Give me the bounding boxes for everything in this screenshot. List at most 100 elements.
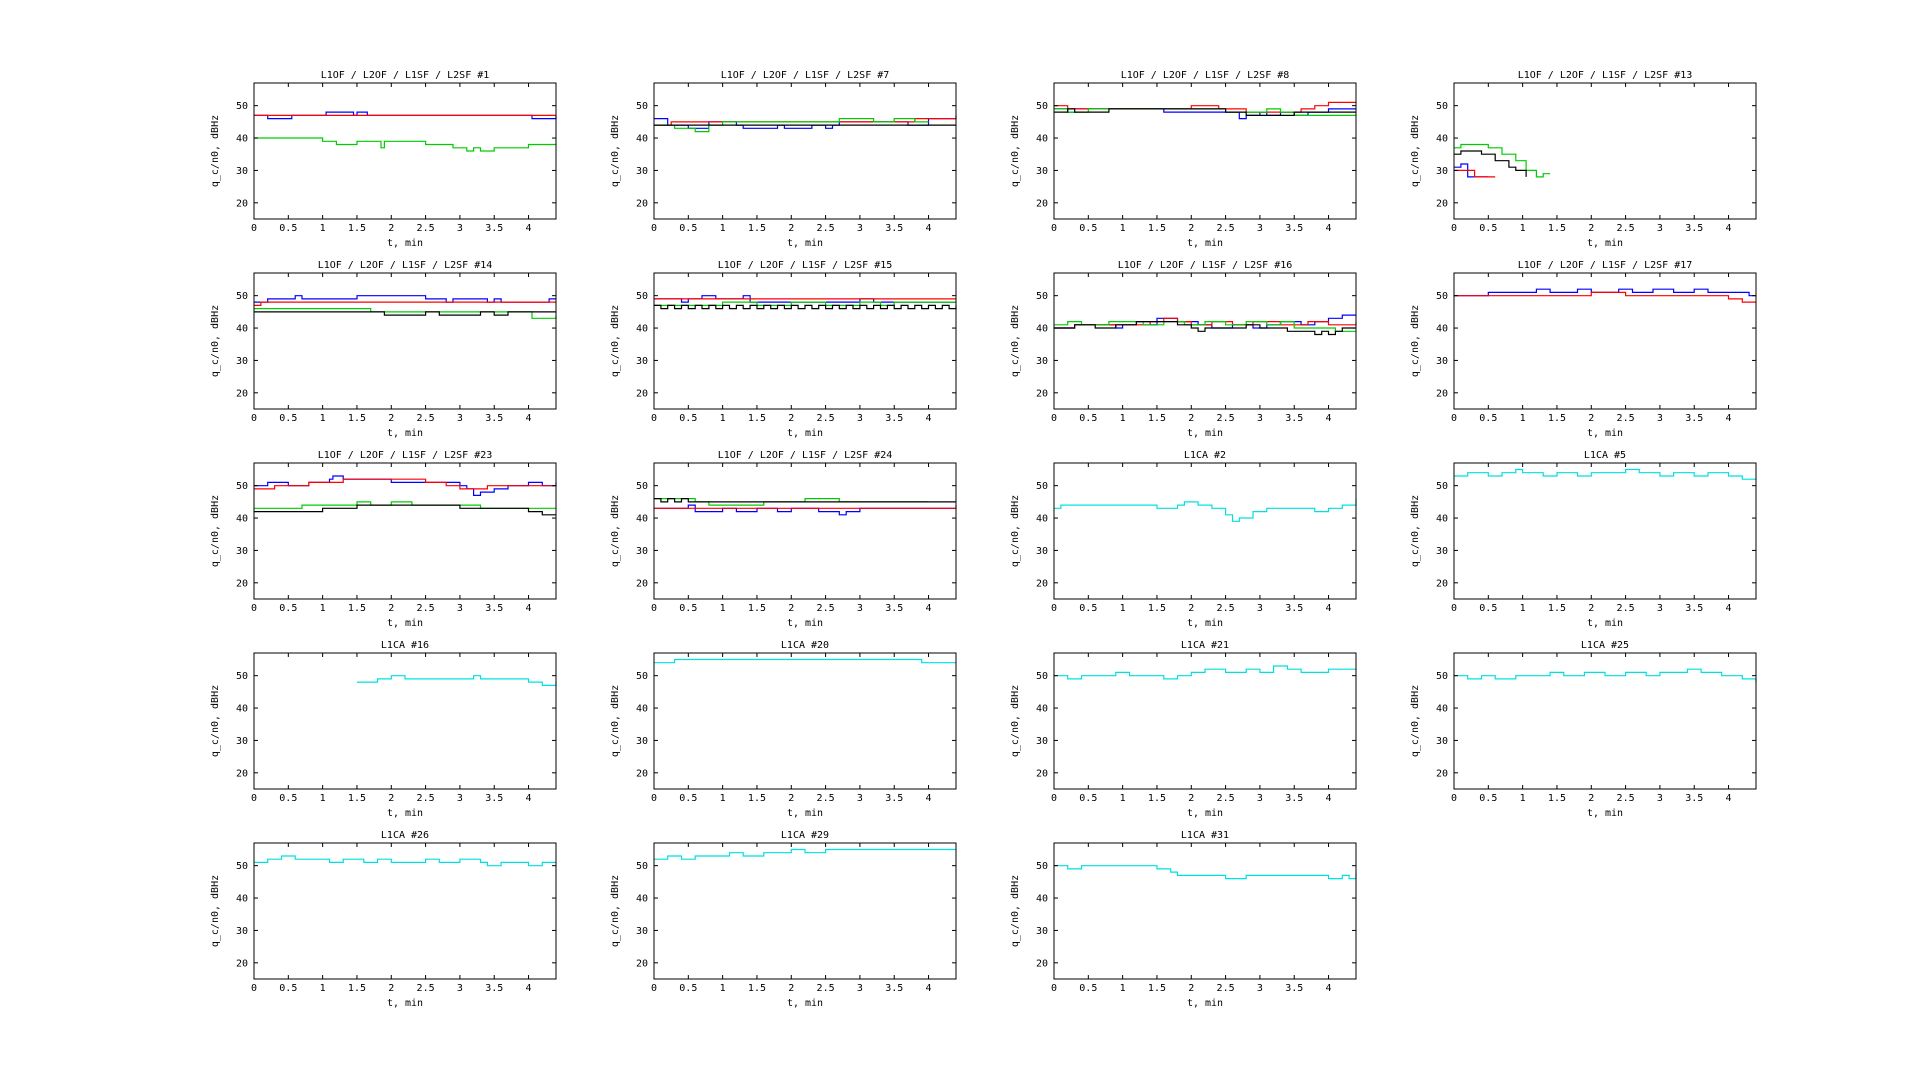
- x-tick-label: 1: [720, 413, 726, 424]
- x-tick-label: 2.5: [817, 603, 835, 614]
- subplot: 0 0.5 1 1.5 2 2.5 3 3.5 4 20 30 40 50 L1CA #29 t, min q…: [610, 830, 957, 1009]
- y-tick-label: 30: [1436, 356, 1448, 367]
- series-line-red: [1454, 169, 1496, 178]
- subplot: 0 0.5 1 1.5 2 2.5 3 3.5 4 20 30 40 50 L1OF / L2OF / L…: [1410, 70, 1757, 249]
- y-tick-label: 50: [636, 101, 648, 112]
- y-axis-label: q_c/n0, dBHz: [210, 875, 221, 947]
- chart-title: L1CA #31: [1181, 830, 1229, 841]
- x-tick-label: 2: [388, 983, 394, 994]
- x-tick-label: 0: [651, 983, 657, 994]
- y-axis-label: q_c/n0, dBHz: [1010, 305, 1021, 377]
- x-axis-label: t, min: [1587, 238, 1623, 249]
- x-tick-label: 3.5: [1285, 223, 1303, 234]
- x-tick-label: 0: [251, 223, 257, 234]
- y-axis-label: q_c/n0, dBHz: [1410, 495, 1421, 567]
- x-tick-label: 0: [1451, 413, 1457, 424]
- chart-title: L1OF / L2OF / L1SF / L2SF #23: [318, 450, 493, 461]
- y-tick-label: 20: [1036, 198, 1048, 209]
- chart-title: L1OF / L2OF / L1SF / L2SF #24: [718, 450, 893, 461]
- x-tick-label: 0.5: [279, 413, 297, 424]
- x-axis-label: t, min: [1187, 238, 1223, 249]
- series-line-cyan: [1054, 498, 1357, 522]
- y-tick-label: 40: [236, 134, 248, 145]
- y-tick-label: 30: [236, 736, 248, 747]
- y-tick-label: 30: [236, 546, 248, 557]
- x-tick-label: 3.5: [885, 603, 903, 614]
- x-tick-label: 1: [320, 603, 326, 614]
- x-tick-label: 2.5: [417, 223, 435, 234]
- series-line-red: [1054, 101, 1356, 113]
- series-line-black: [654, 304, 957, 310]
- chart-title: L1CA #20: [781, 640, 829, 651]
- x-tick-label: 3.5: [1285, 413, 1303, 424]
- y-tick-label: 40: [636, 894, 648, 905]
- x-tick-label: 1: [320, 223, 326, 234]
- plot-frame: [1053, 842, 1357, 980]
- x-tick-label: 4: [526, 223, 532, 234]
- x-tick-label: 1.5: [1548, 793, 1566, 804]
- x-tick-label: 4: [526, 983, 532, 994]
- chart-title: L1OF / L2OF / L1SF / L2SF #13: [1518, 70, 1693, 81]
- x-tick-label: 3.5: [485, 413, 503, 424]
- x-tick-label: 0.5: [679, 413, 697, 424]
- y-axis-label: q_c/n0, dBHz: [610, 305, 621, 377]
- y-tick-label: 50: [236, 861, 248, 872]
- x-tick-label: 2.5: [1217, 603, 1235, 614]
- plot-frame: [253, 272, 557, 410]
- y-tick-label: 50: [236, 671, 248, 682]
- y-tick-label: 20: [636, 388, 648, 399]
- x-tick-label: 1.5: [1548, 603, 1566, 614]
- series-line-black: [654, 498, 956, 503]
- x-tick-label: 3.5: [485, 793, 503, 804]
- y-tick-label: 40: [636, 704, 648, 715]
- series-line-red: [654, 505, 957, 509]
- y-axis-label: q_c/n0, dBHz: [610, 115, 621, 187]
- x-tick-label: 4: [1726, 603, 1732, 614]
- y-tick-label: 50: [1036, 861, 1048, 872]
- y-tick-label: 40: [236, 894, 248, 905]
- x-tick-label: 1.5: [748, 983, 766, 994]
- chart-title: L1OF / L2OF / L1SF / L2SF #17: [1518, 260, 1693, 271]
- y-tick-label: 30: [1036, 166, 1048, 177]
- x-tick-label: 2: [1188, 793, 1194, 804]
- subplot: 0 0.5 1 1.5 2 2.5 3 3.5 4 20 30 40 50 L1OF / L2OF / L…: [210, 260, 557, 439]
- x-tick-label: 0: [1051, 603, 1057, 614]
- y-tick-label: 50: [1036, 481, 1048, 492]
- subplot: 0 0.5 1 1.5 2 2.5 3 3.5 4 20 30 40 50 L1CA #20 t, min q…: [610, 640, 957, 819]
- plot-frame: [1453, 82, 1757, 220]
- y-tick-label: 30: [636, 356, 648, 367]
- y-tick-label: 30: [1436, 166, 1448, 177]
- y-tick-label: 40: [1436, 324, 1448, 335]
- x-tick-label: 2.5: [817, 983, 835, 994]
- x-tick-label: 1.5: [1148, 413, 1166, 424]
- x-tick-label: 2.5: [417, 603, 435, 614]
- x-tick-label: 3: [1657, 413, 1663, 424]
- y-axis-label: q_c/n0, dBHz: [1410, 305, 1421, 377]
- x-tick-label: 1: [320, 413, 326, 424]
- plot-frame: [253, 82, 557, 220]
- x-tick-label: 1: [1520, 793, 1526, 804]
- y-axis-label: q_c/n0, dBHz: [1410, 685, 1421, 757]
- series-line-cyan: [1054, 865, 1357, 880]
- x-tick-label: 1: [1520, 603, 1526, 614]
- x-tick-label: 3.5: [1285, 793, 1303, 804]
- x-tick-label: 2.5: [417, 983, 435, 994]
- y-tick-label: 20: [1436, 388, 1448, 399]
- x-tick-label: 3: [1657, 793, 1663, 804]
- series-line-cyan: [654, 658, 956, 664]
- x-tick-label: 0: [1051, 983, 1057, 994]
- x-tick-label: 2: [1588, 223, 1594, 234]
- x-axis-label: t, min: [387, 428, 423, 439]
- x-tick-label: 3: [1257, 223, 1263, 234]
- x-tick-label: 1.5: [348, 983, 366, 994]
- x-tick-label: 2.5: [417, 793, 435, 804]
- x-tick-label: 1: [1120, 413, 1126, 424]
- y-axis-label: q_c/n0, dBHz: [610, 495, 621, 567]
- y-tick-label: 40: [1436, 514, 1448, 525]
- plot-frame: [253, 842, 557, 980]
- y-tick-label: 20: [1036, 578, 1048, 589]
- chart-title: L1OF / L2OF / L1SF / L2SF #7: [721, 70, 890, 81]
- y-tick-label: 20: [236, 768, 248, 779]
- y-tick-label: 50: [1036, 101, 1048, 112]
- y-tick-label: 30: [1436, 736, 1448, 747]
